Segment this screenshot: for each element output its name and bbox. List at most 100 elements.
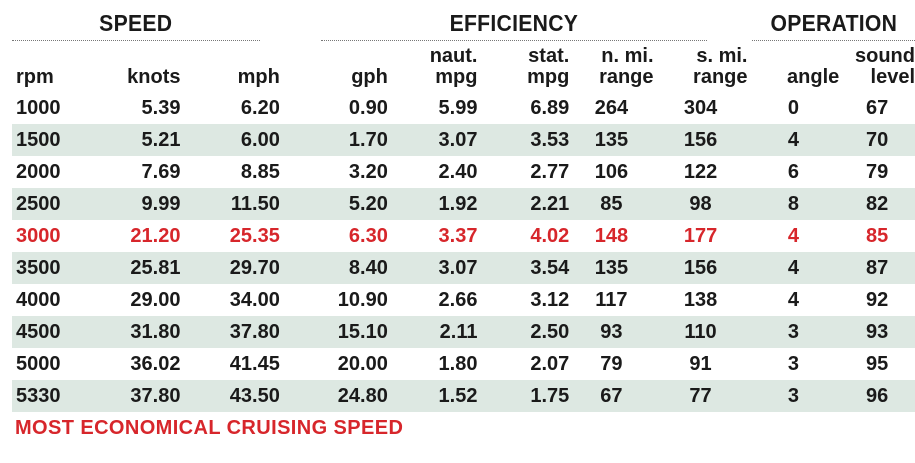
cell-naut-mpg: 2.40 [438, 160, 478, 183]
cell-gph: 15.10 [279, 316, 388, 348]
cell-sound-level: 96 [839, 380, 915, 412]
col-header-gph: gph [280, 42, 388, 92]
col-header-text: gph [351, 66, 388, 88]
cell-sound-level: 87 [839, 252, 915, 284]
cell-angle: 0 [787, 96, 799, 119]
col-header-angle: angle [748, 42, 840, 92]
cell-gph: 6.30 [348, 224, 388, 247]
table-row: 4500 31.80 37.80 15.10 2.11 2.50 93 110 3 93 [12, 316, 915, 348]
cell-naut-mpg: 5.99 [438, 96, 478, 119]
cell-n-mi-range: 148 [594, 224, 629, 247]
col-header-text: sound [855, 45, 915, 67]
cell-n-mi-range: 117 [595, 288, 628, 311]
col-header-text: angle [787, 66, 840, 88]
col-header-naut-mpg: naut. mpg [388, 42, 478, 92]
col-header-text: mpg [527, 66, 570, 88]
cell-naut-mpg: 1.52 [387, 380, 478, 412]
cell-stat-mpg: 2.07 [530, 352, 570, 375]
cell-rpm: 5000 [16, 352, 61, 375]
cell-angle: 4 [787, 288, 799, 311]
col-header-text: rpm [16, 66, 54, 88]
cell-sound-level: 79 [866, 160, 889, 183]
cell-mph: 6.20 [240, 96, 280, 119]
cell-knots: 5.39 [141, 96, 181, 119]
col-header-mph: mph [180, 42, 280, 92]
col-header-stat-mpg: stat. mpg [477, 42, 569, 92]
cell-knots: 5.21 [85, 124, 181, 156]
cell-n-mi-range: 93 [569, 316, 654, 348]
cell-stat-mpg: 3.53 [477, 124, 570, 156]
cell-stat-mpg: 6.89 [530, 96, 570, 119]
cell-knots: 21.20 [130, 224, 181, 247]
cell-s-mi-range: 156 [653, 252, 748, 284]
cell-sound-level: 82 [839, 188, 915, 220]
cell-s-mi-range: 156 [653, 124, 748, 156]
footnote: MOST ECONOMICAL CRUISING SPEED [15, 417, 404, 439]
table-row: 4000 29.00 34.00 10.90 2.66 3.12 117 138 4 92 [12, 284, 915, 316]
col-header-text: naut. [429, 45, 478, 67]
cell-gph: 3.20 [348, 160, 388, 183]
table-row: 1500 5.21 6.00 1.70 3.07 3.53 135 156 4 70 [12, 124, 915, 156]
cell-sound-level: 92 [866, 288, 889, 311]
cell-knots: 31.80 [85, 316, 181, 348]
cell-s-mi-range: 91 [689, 352, 712, 375]
cell-angle: 6 [787, 160, 799, 183]
col-header-s-mi-range: s. mi. range [654, 42, 748, 92]
col-header-n-mi-range: n. mi. range [569, 42, 653, 92]
cell-s-mi-range: 177 [683, 224, 718, 247]
table-row: 3000 21.20 25.35 6.30 3.37 4.02 148 177 4 85 [12, 220, 915, 252]
cell-n-mi-range: 67 [569, 380, 654, 412]
efficiency-group-label: EFFICIENCY [449, 10, 579, 36]
cell-s-mi-range: 98 [653, 188, 748, 220]
cell-knots: 29.00 [130, 288, 181, 311]
operation-group-label: OPERATION [770, 10, 897, 36]
cell-mph: 37.80 [180, 316, 280, 348]
cell-naut-mpg: 2.11 [387, 316, 478, 348]
cell-knots: 36.02 [130, 352, 181, 375]
col-header-sound-level: sound level [839, 42, 915, 92]
cell-angle: 3 [747, 380, 840, 412]
cell-s-mi-range: 77 [653, 380, 748, 412]
cell-mph: 34.00 [229, 288, 280, 311]
cell-gph: 24.80 [279, 380, 388, 412]
cell-naut-mpg: 3.07 [387, 124, 478, 156]
cell-gph: 20.00 [337, 352, 388, 375]
cell-naut-mpg: 2.66 [438, 288, 478, 311]
efficiency-group-header: EFFICIENCY [321, 8, 707, 41]
col-header-text: range [693, 66, 748, 88]
cell-knots: 37.80 [85, 380, 181, 412]
cell-n-mi-range: 135 [569, 252, 654, 284]
col-header-text: s. mi. [696, 45, 748, 67]
cell-angle: 8 [747, 188, 840, 220]
cell-naut-mpg: 1.92 [387, 188, 478, 220]
cell-rpm: 1000 [16, 96, 61, 119]
cell-knots: 25.81 [85, 252, 181, 284]
cell-n-mi-range: 135 [569, 124, 654, 156]
speed-group-label: SPEED [99, 10, 173, 36]
cell-naut-mpg: 3.37 [438, 224, 478, 247]
cell-stat-mpg: 2.21 [477, 188, 570, 220]
cell-rpm: 3000 [16, 224, 61, 247]
cell-mph: 29.70 [180, 252, 280, 284]
cell-n-mi-range: 264 [594, 96, 629, 119]
column-header-row: rpm knots mph gph naut. mpg stat. mpg n. m… [12, 42, 915, 92]
cell-sound-level: 70 [839, 124, 915, 156]
table-row: 2500 9.99 11.50 5.20 1.92 2.21 85 98 8 82 [12, 188, 915, 220]
cell-mph: 25.35 [229, 224, 280, 247]
cell-gph: 1.70 [279, 124, 388, 156]
cell-angle: 4 [747, 124, 840, 156]
cell-sound-level: 85 [866, 224, 889, 247]
cell-mph: 11.50 [180, 188, 280, 220]
col-header-text: knots [127, 66, 181, 88]
cell-sound-level: 95 [866, 352, 889, 375]
cell-sound-level: 67 [866, 96, 889, 119]
table-row: 5330 37.80 43.50 24.80 1.52 1.75 67 77 3 96 [12, 380, 915, 412]
col-header-text: n. mi. [601, 45, 654, 67]
table-row: 5000 36.02 41.45 20.00 1.80 2.07 79 91 3 95 [12, 348, 915, 380]
cell-stat-mpg: 2.77 [530, 160, 570, 183]
speed-group-header: SPEED [12, 8, 260, 41]
cell-naut-mpg: 3.07 [387, 252, 478, 284]
cell-angle: 3 [787, 352, 799, 375]
col-header-text: stat. [528, 45, 570, 67]
cell-angle: 3 [747, 316, 840, 348]
